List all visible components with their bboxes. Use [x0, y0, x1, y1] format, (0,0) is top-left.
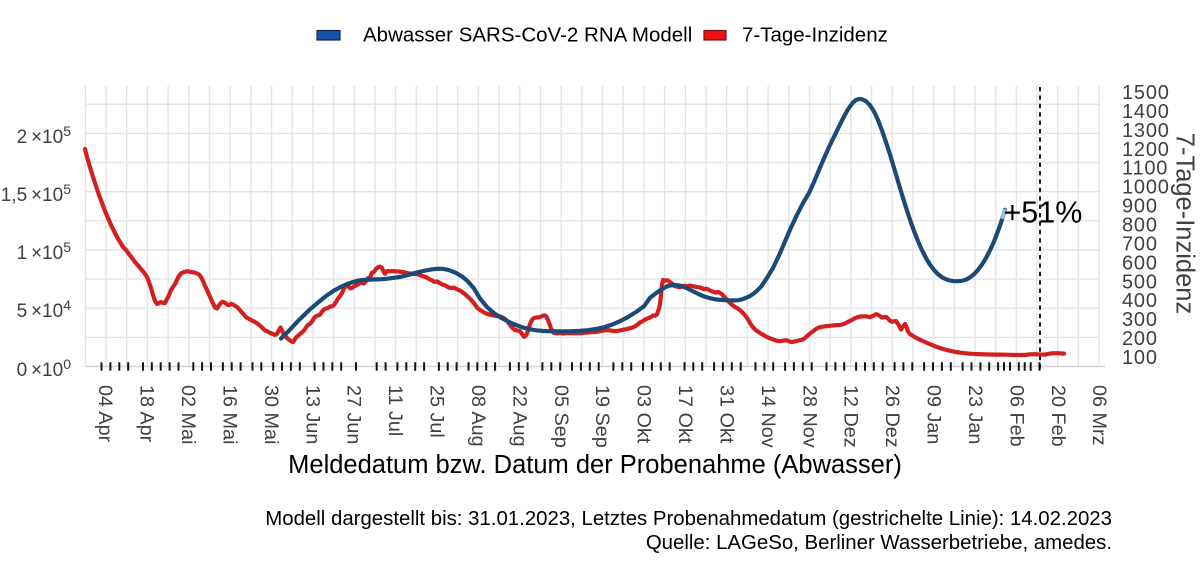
svg-text:16 Mai: 16 Mai [218, 385, 240, 444]
svg-text:1500: 1500 [1122, 82, 1170, 104]
svg-text:20 Feb: 20 Feb [1047, 385, 1069, 447]
svg-text:600: 600 [1122, 252, 1158, 274]
svg-text:700: 700 [1122, 233, 1158, 255]
svg-text:28 Nov: 28 Nov [798, 385, 820, 448]
svg-text:26 Dez: 26 Dez [881, 385, 903, 448]
svg-text:12 Dez: 12 Dez [840, 385, 862, 448]
svg-text:7-Tage-Inzidenz: 7-Tage-Inzidenz [742, 24, 888, 47]
svg-text:200: 200 [1122, 328, 1158, 350]
svg-text:1000: 1000 [1122, 177, 1170, 199]
svg-text:Abwasser SARS-CoV-2 RNA Modell: Abwasser SARS-CoV-2 RNA Modell [363, 24, 692, 47]
svg-text:17 Okt: 17 Okt [674, 385, 696, 444]
svg-text:300: 300 [1122, 309, 1158, 331]
svg-text:04 Apr: 04 Apr [94, 385, 116, 443]
svg-text:Modell dargestellt bis: 31.01.: Modell dargestellt bis: 31.01.2023, Letz… [265, 508, 1112, 530]
svg-text:31 Okt: 31 Okt [715, 385, 737, 444]
svg-text:1300: 1300 [1122, 120, 1170, 142]
svg-text:23 Jan: 23 Jan [964, 385, 986, 444]
svg-text:7-Tage-Inzidenz: 7-Tage-Inzidenz [1171, 133, 1199, 314]
svg-text:25 Jul: 25 Jul [426, 385, 448, 438]
svg-text:11 Jul: 11 Jul [384, 385, 406, 436]
svg-text:13 Jun: 13 Jun [301, 385, 323, 444]
svg-text:800: 800 [1122, 215, 1158, 237]
svg-text:27 Jun: 27 Jun [343, 385, 365, 444]
svg-text:1200: 1200 [1122, 139, 1170, 161]
svg-text:05 Sep: 05 Sep [550, 385, 572, 448]
svg-text:22 Aug: 22 Aug [508, 385, 530, 447]
svg-text:02 Mai: 02 Mai [177, 385, 199, 444]
svg-text:400: 400 [1122, 290, 1158, 312]
svg-text:+51%: +51% [1004, 196, 1083, 230]
svg-text:Meldedatum bzw. Datum der Prob: Meldedatum bzw. Datum der Probenahme (Ab… [288, 451, 902, 479]
svg-text:900: 900 [1122, 196, 1158, 218]
svg-text:06 Mrz: 06 Mrz [1088, 385, 1110, 445]
svg-text:09 Jan: 09 Jan [923, 385, 945, 444]
svg-text:1100: 1100 [1122, 158, 1168, 180]
svg-text:14 Nov: 14 Nov [757, 385, 779, 448]
svg-text:2 ×105: 2 ×105 [17, 123, 72, 148]
svg-text:1,5 ×105: 1,5 ×105 [1, 181, 71, 206]
svg-text:1 ×105: 1 ×105 [17, 239, 72, 264]
svg-text:500: 500 [1122, 271, 1158, 293]
svg-text:06 Feb: 06 Feb [1005, 385, 1027, 447]
svg-text:30 Mai: 30 Mai [260, 385, 282, 444]
svg-text:19 Sep: 19 Sep [591, 385, 613, 448]
svg-text:08 Aug: 08 Aug [467, 385, 489, 447]
svg-text:Quelle: LAGeSo, Berliner Wasse: Quelle: LAGeSo, Berliner Wasserbetriebe,… [646, 532, 1112, 554]
svg-text:18 Apr: 18 Apr [136, 385, 158, 443]
svg-text:0 ×100: 0 ×100 [17, 356, 72, 381]
svg-text:03 Okt: 03 Okt [633, 385, 655, 444]
svg-text:5 ×104: 5 ×104 [17, 297, 72, 322]
svg-text:100: 100 [1122, 347, 1158, 369]
svg-text:1400: 1400 [1122, 101, 1170, 123]
